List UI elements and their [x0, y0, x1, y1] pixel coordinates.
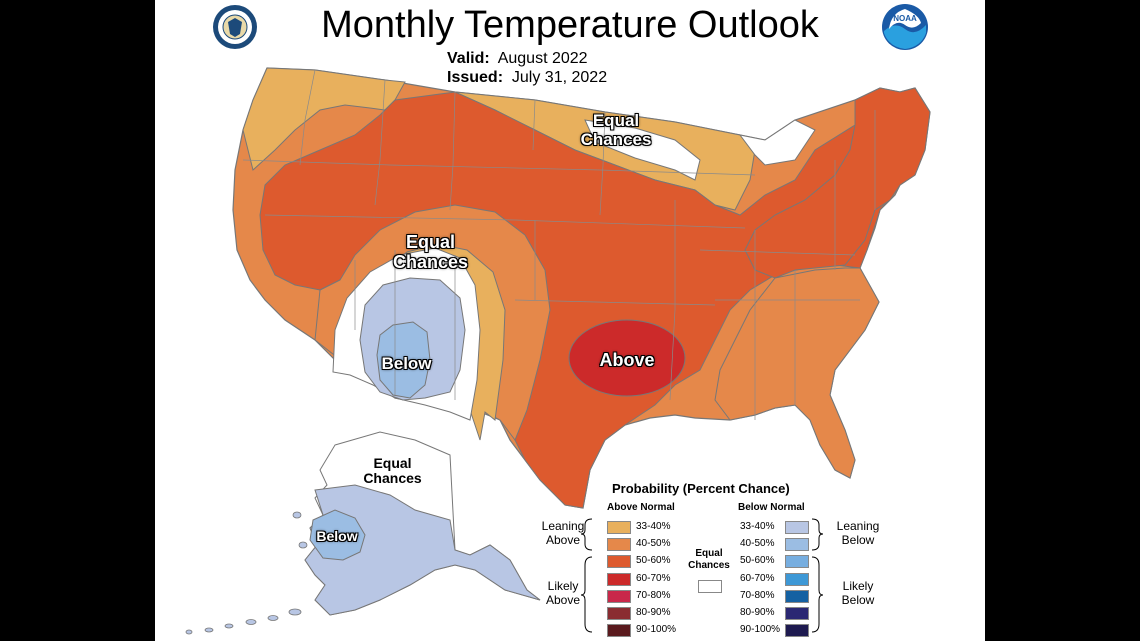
state-borders — [242, 69, 876, 420]
leaning-below-line1: Leaning — [836, 519, 880, 533]
legend-above-swatch-0 — [607, 521, 631, 534]
legend-below-label-4: 70-80% — [740, 589, 775, 601]
label-equal-north-line1: Equal — [592, 111, 640, 130]
label-equal-north-line2: Chances — [580, 129, 652, 149]
above-50-60-region — [259, 91, 901, 509]
legend-above-label-0: 33-40% — [636, 521, 671, 532]
above-northeast — [744, 87, 931, 279]
label-below-sw: Below — [381, 354, 432, 373]
alaska-below-40-50 — [309, 509, 366, 561]
legend-below-swatch-4 — [785, 589, 809, 603]
legend-above-label-6: 90-100% — [636, 624, 677, 636]
label-equal-chances-north: Equal Chances — [571, 111, 661, 149]
legend-above-header: Above Normal — [607, 502, 675, 513]
likely-below-line2: Below — [841, 592, 875, 607]
equal-chances-north — [584, 119, 701, 181]
above-southeast — [714, 267, 880, 479]
us-temperature-map — [185, 67, 931, 635]
legend-equal-chances: Equal Chances — [681, 548, 737, 571]
legend-leaning-below: Leaning Below — [827, 519, 889, 548]
label-equal-alaska-line1: Equal — [373, 455, 412, 471]
legend-below-label-1: 40-50% — [740, 538, 775, 550]
likely-above-line2: Above — [545, 592, 581, 607]
valid-value: August 2022 — [497, 50, 588, 67]
legend-above-swatch-6 — [607, 624, 631, 638]
issued-label: Issued: — [447, 69, 504, 86]
below-40-50-region — [376, 321, 431, 399]
legend-below-swatch-6 — [785, 624, 809, 638]
label-below-alaska: Below — [316, 528, 358, 544]
legend-title: Probability (Percent Chance) — [612, 481, 790, 496]
legend-above-swatch-4 — [607, 589, 631, 603]
leaning-below-line2: Below — [841, 532, 875, 547]
equal-chances-line2: Chances — [688, 559, 730, 571]
above-60-70-region — [568, 319, 686, 397]
legend-below-label-5: 80-90% — [740, 607, 775, 618]
outlook-map-panel: Monthly Temperature Outlook NOAA Valid: … — [155, 0, 985, 641]
label-equal-chances-west: Equal Chances — [383, 232, 478, 273]
legend-below-header: Below Normal — [738, 502, 805, 513]
legend-above-label-2: 50-60% — [636, 555, 671, 567]
page-title: Monthly Temperature Outlook — [321, 4, 819, 46]
aleutian-islands — [185, 511, 308, 635]
noaa-logo-icon: NOAA — [881, 3, 929, 51]
legend-above-swatch-5 — [607, 607, 631, 620]
issued-value: July 31, 2022 — [511, 69, 608, 86]
svg-text:NOAA: NOAA — [893, 14, 917, 23]
label-above-south: Above — [599, 350, 655, 370]
legend-below-label-0: 33-40% — [740, 521, 775, 532]
legend-brackets — [580, 518, 824, 633]
legend-below-swatch-5 — [785, 607, 809, 620]
valid-line: Valid: August 2022 — [447, 50, 588, 68]
equal-chances-line1: Equal — [695, 548, 723, 559]
likely-below-line1: Likely — [842, 579, 874, 593]
alaska-below-region — [304, 484, 541, 616]
legend-above-swatch-3 — [607, 572, 631, 586]
leaning-above-line2: Above — [545, 532, 581, 547]
doc-seal-icon — [212, 4, 258, 50]
label-equal-alaska-line2: Chances — [363, 470, 422, 487]
legend-above-label-3: 60-70% — [636, 572, 671, 584]
label-equal-west-line2: Chances — [392, 251, 469, 272]
legend-above-swatch-1 — [607, 538, 631, 552]
equal-chances-great-lakes — [738, 119, 816, 166]
legend-likely-below: Likely Below — [827, 579, 889, 608]
valid-label: Valid: — [447, 50, 490, 67]
label-equal-west-line1: Equal — [405, 232, 455, 252]
legend-below-label-6: 90-100% — [740, 624, 781, 636]
legend-below-label-2: 50-60% — [740, 555, 775, 567]
leaning-above-line1: Leaning — [541, 519, 585, 533]
legend-above-label-5: 80-90% — [636, 607, 671, 618]
legend-leaning-above: Leaning Above — [533, 519, 593, 548]
legend-below-swatch-1 — [785, 538, 809, 552]
legend-equal-chances-swatch — [698, 580, 722, 593]
likely-above-line1: Likely — [547, 579, 579, 593]
label-equal-chances-alaska: Equal Chances — [355, 455, 430, 487]
legend-below-label-3: 60-70% — [740, 572, 775, 584]
issued-line: Issued: July 31, 2022 — [447, 69, 607, 87]
leaning-above-north — [242, 67, 406, 171]
legend-below-swatch-3 — [785, 572, 809, 586]
legend-above-swatch-2 — [607, 555, 631, 569]
legend-below-swatch-0 — [785, 521, 809, 534]
legend-likely-above: Likely Above — [533, 579, 593, 608]
legend-above-label-1: 40-50% — [636, 538, 671, 550]
legend-above-label-4: 70-80% — [636, 589, 671, 601]
legend-below-swatch-2 — [785, 555, 809, 569]
